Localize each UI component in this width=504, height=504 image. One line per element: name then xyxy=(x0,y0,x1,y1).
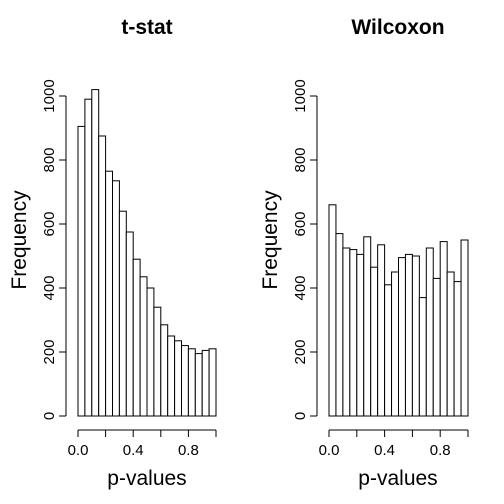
bars-group xyxy=(77,89,217,417)
histogram-bar xyxy=(167,335,176,417)
x-tick-label: 0.0 xyxy=(68,442,89,459)
histogram-bar xyxy=(439,241,448,417)
y-axis-ticks: 0 200 400 600 800 1000 xyxy=(41,79,66,420)
y-axis-label: Frequency xyxy=(259,190,282,290)
histogram-bar xyxy=(98,135,107,417)
histogram-bar xyxy=(153,306,162,417)
x-axis-ticks: 0.0 0.4 0.8 xyxy=(319,430,469,459)
histogram-bar xyxy=(84,98,93,417)
y-tick-label: 1000 xyxy=(292,79,309,112)
histogram-bar xyxy=(201,349,210,417)
histogram-bar xyxy=(432,277,441,417)
histogram-bar xyxy=(181,345,189,417)
x-tick-label: 0.4 xyxy=(123,442,144,459)
histogram-bar xyxy=(132,258,141,417)
x-tick-label: 0.8 xyxy=(178,442,199,459)
x-axis-ticks: 0.0 0.4 0.8 xyxy=(68,430,217,459)
bars-group xyxy=(328,204,469,417)
histogram-bar xyxy=(384,284,393,417)
y-tick-label: 600 xyxy=(292,211,309,236)
histogram-bar xyxy=(335,233,344,417)
histogram-bar xyxy=(377,244,386,417)
histogram-bar xyxy=(208,348,217,417)
y-tick-label: 800 xyxy=(292,147,309,172)
histogram-bar xyxy=(349,249,358,417)
histogram-panel-wilcoxon: Wilcoxon 0 200 400 600 800 1000 0.0 0.4 0.8 p-v… xyxy=(259,16,469,490)
histogram-bar xyxy=(91,89,100,417)
histogram-bar xyxy=(112,180,120,417)
y-tick-label: 1000 xyxy=(41,79,58,112)
y-tick-label: 0 xyxy=(292,412,309,420)
chart-title: Wilcoxon xyxy=(351,16,444,39)
x-axis-label: p-values xyxy=(107,467,186,490)
x-axis-label: p-values xyxy=(358,467,437,490)
histogram-bar xyxy=(174,340,183,417)
histogram-bar xyxy=(160,324,169,417)
histogram-bar xyxy=(118,210,127,417)
histogram-bar xyxy=(460,239,469,417)
y-tick-label: 800 xyxy=(41,147,58,172)
histogram-panel-tstat: t-stat 0 200 400 600 800 1000 0.0 0.4 0.8 p-val… xyxy=(8,16,217,490)
x-tick-label: 0.8 xyxy=(430,442,451,459)
histogram-bar xyxy=(187,348,196,417)
y-tick-label: 200 xyxy=(41,339,58,364)
histogram-bar xyxy=(418,297,427,417)
histogram-bar xyxy=(328,204,337,417)
y-axis-label: Frequency xyxy=(8,190,31,290)
y-tick-label: 400 xyxy=(41,275,58,300)
y-tick-label: 400 xyxy=(292,275,309,300)
histogram-bar xyxy=(125,231,134,417)
y-axis-ticks: 0 200 400 600 800 1000 xyxy=(292,79,317,420)
histogram-bar xyxy=(146,287,155,417)
y-tick-label: 200 xyxy=(292,339,309,364)
histogram-bar xyxy=(356,253,365,417)
histogram-bar xyxy=(194,353,203,417)
y-tick-label: 600 xyxy=(41,211,58,236)
x-tick-label: 0.0 xyxy=(319,442,340,459)
y-tick-label: 0 xyxy=(41,412,58,420)
histogram-bar xyxy=(391,271,399,417)
histogram-bar xyxy=(342,247,351,417)
histogram-bar xyxy=(411,255,420,417)
histogram-bar xyxy=(398,257,406,417)
histogram-bar xyxy=(77,125,86,417)
histogram-bar xyxy=(370,266,379,417)
x-tick-label: 0.4 xyxy=(374,442,395,459)
chart-title: t-stat xyxy=(121,16,172,39)
histogram-bar xyxy=(363,236,372,417)
histogram-bar xyxy=(446,271,455,417)
histogram-bar xyxy=(139,276,148,417)
histogram-bar xyxy=(453,281,462,417)
histogram-bar xyxy=(425,247,434,417)
histogram-bar xyxy=(105,170,113,417)
histogram-bar xyxy=(404,253,413,417)
